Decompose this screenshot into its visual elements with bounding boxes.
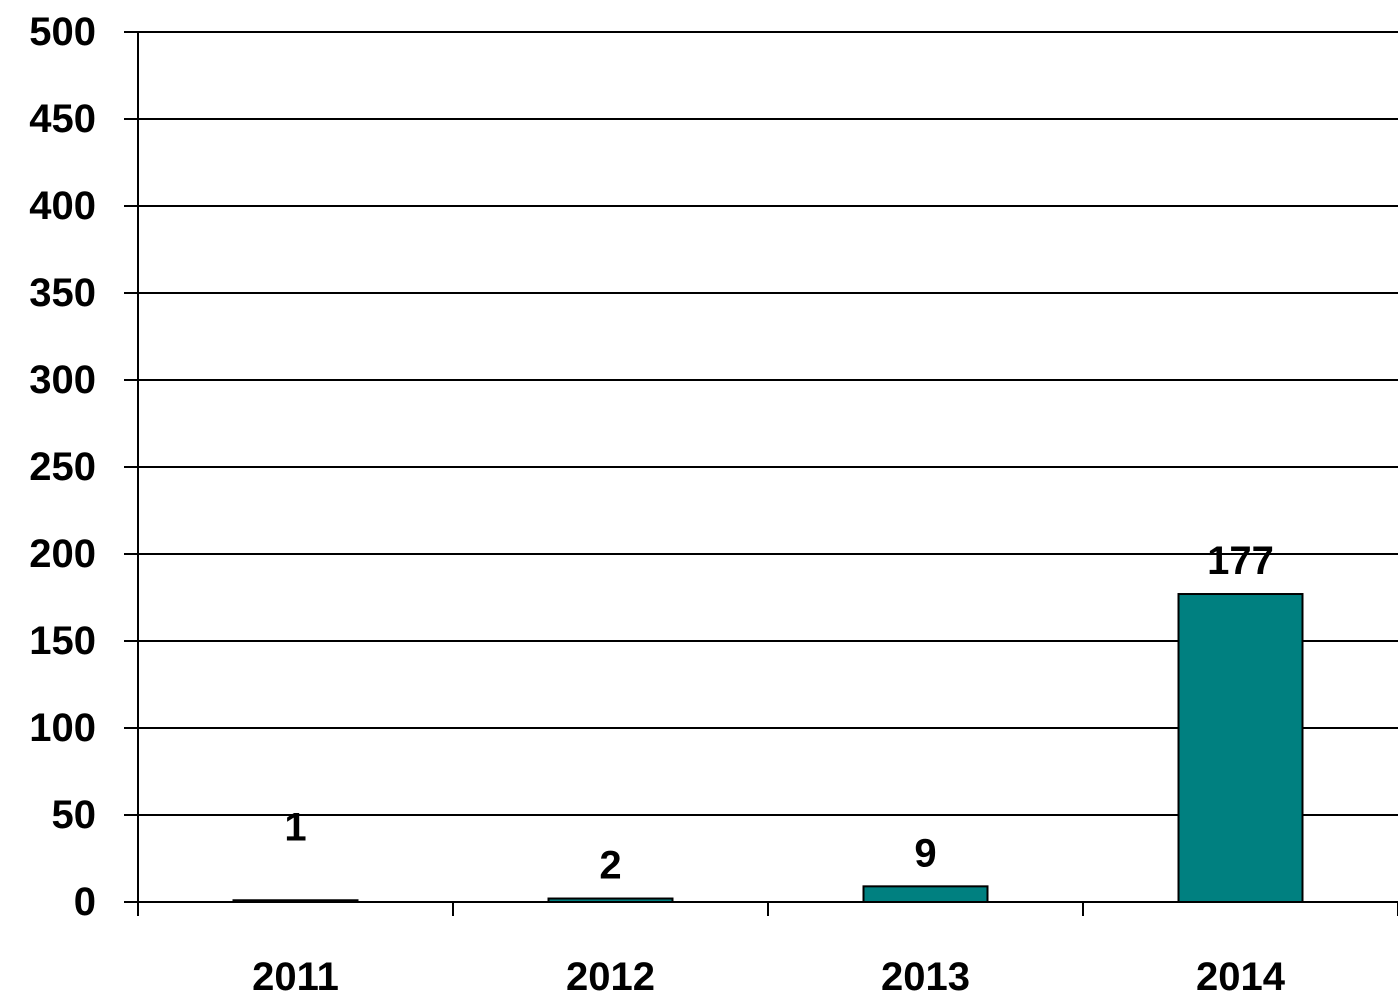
bar-2014 [1177, 593, 1304, 904]
x-tick-label-2014: 2014 [1196, 955, 1286, 999]
y-tick-label-400: 400 [29, 184, 96, 228]
x-tick-label-2012: 2012 [566, 955, 655, 999]
y-tick-label-150: 150 [29, 619, 96, 663]
y-tick-label-350: 350 [29, 271, 96, 315]
y-tick-label-100: 100 [29, 706, 96, 750]
y-tick-label-50: 50 [52, 793, 97, 837]
y-tick-label-0: 0 [74, 880, 96, 924]
y-tick-label-200: 200 [29, 532, 96, 576]
axes [124, 31, 1398, 916]
bar-2013 [862, 885, 989, 904]
labels: 0 50 100 150 200 250 300 350 400 450 500 2011 2012 20… [29, 10, 1285, 999]
x-tick-label-2011: 2011 [252, 955, 339, 999]
data-label-2014: 177 [1207, 539, 1274, 583]
bars [232, 593, 1304, 904]
data-label-2011: 1 [284, 805, 306, 849]
data-label-2012: 2 [599, 844, 621, 888]
y-tick-label-300: 300 [29, 358, 96, 402]
x-tick-label-2013: 2013 [881, 955, 970, 999]
data-label-2013: 9 [914, 831, 936, 875]
y-tick-label-500: 500 [29, 10, 96, 54]
gridlines [138, 31, 1398, 816]
y-tick-label-250: 250 [29, 445, 96, 489]
y-tick-label-450: 450 [29, 97, 96, 141]
